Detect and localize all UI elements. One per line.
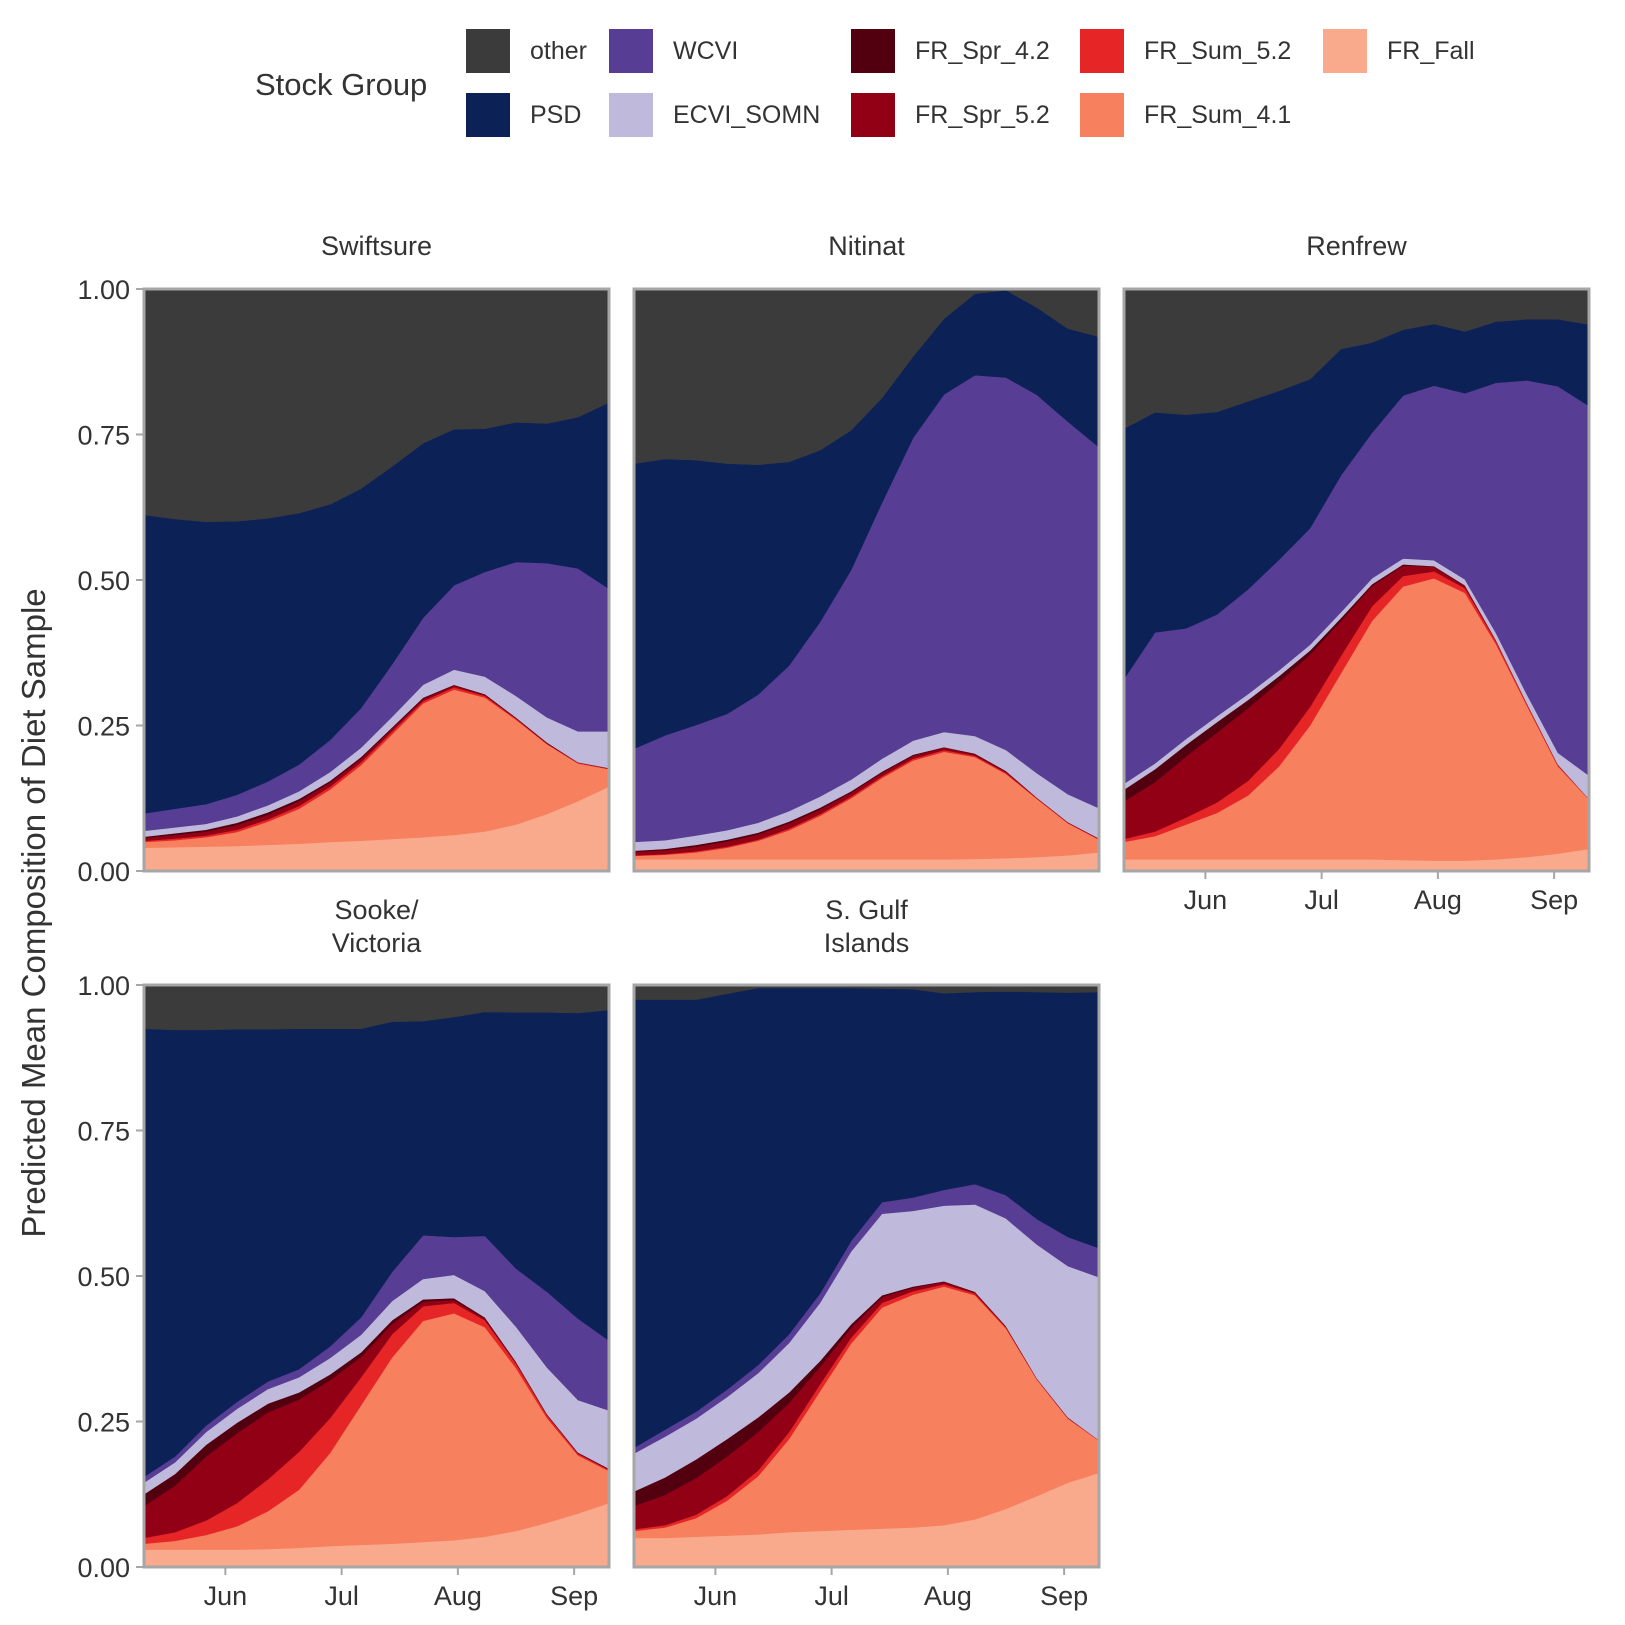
- panel-renfrew: Renfrew Jun Jul Aug Sep: [1122, 231, 1591, 915]
- legend-swatch: [609, 29, 653, 73]
- facet-panels: Swiftsure 0.00 0.25 0.50 0.75 1.00 Nitinat Renf…: [77, 231, 1591, 1611]
- panel-s-gulf-islands: S. Gulf Islands Jun Jul Aug Sep: [632, 895, 1101, 1611]
- y-tick-label: 0.75: [77, 1117, 130, 1147]
- x-tick-label: Aug: [924, 1581, 972, 1611]
- legend-item-fr-sum-5-2: FR_Sum_5.2: [1080, 29, 1291, 73]
- x-tick-label: Jun: [694, 1581, 738, 1611]
- legend-item-ecvi-somn: ECVI_SOMN: [609, 93, 820, 137]
- legend-swatch: [1080, 93, 1124, 137]
- x-tick-label: Sep: [1040, 1581, 1088, 1611]
- legend-swatch: [1323, 29, 1367, 73]
- panel-swiftsure: Swiftsure 0.00 0.25 0.50 0.75 1.00: [77, 231, 611, 887]
- y-axis-title: Predicted Mean Composition of Diet Sampl…: [15, 588, 52, 1237]
- y-tick-label: 0.50: [77, 1262, 130, 1292]
- x-tick-label: Aug: [1414, 885, 1462, 915]
- legend-swatch: [466, 93, 510, 137]
- legend-label: PSD: [530, 101, 581, 129]
- legend-item-fr-sum-4-1: FR_Sum_4.1: [1080, 93, 1291, 137]
- legend-label: FR_Sum_5.2: [1144, 37, 1291, 65]
- panel-sooke-victoria: Sooke/Victoria 0.00 0.25 0.50 0.75 1.00 Jun Jul…: [77, 895, 611, 1611]
- x-axis: Jun Jul Aug Sep: [694, 1567, 1088, 1611]
- areas: [143, 288, 610, 872]
- legend-label: FR_Sum_4.1: [1144, 101, 1291, 129]
- areas: [633, 984, 1100, 1568]
- y-axis: 0.00 0.25 0.50 0.75 1.00: [77, 275, 144, 887]
- legend: Stock Group other PSD WCVI ECVI_SOMN FR_Spr_…: [255, 29, 1475, 137]
- x-tick-label: Jun: [1184, 885, 1228, 915]
- legend-label: ECVI_SOMN: [673, 101, 820, 129]
- y-tick-label: 0.25: [77, 712, 130, 742]
- y-tick-label: 0.50: [77, 566, 130, 596]
- legend-title: Stock Group: [255, 67, 427, 102]
- legend-item-wcvi: WCVI: [609, 29, 738, 73]
- legend-item-fr-fall: FR_Fall: [1323, 29, 1475, 73]
- legend-swatch: [1080, 29, 1124, 73]
- areas: [633, 288, 1100, 872]
- panel-border: [632, 983, 1101, 1569]
- legend-label: FR_Spr_4.2: [915, 37, 1050, 65]
- x-tick-label: Jul: [324, 1581, 359, 1611]
- legend-items: other PSD WCVI ECVI_SOMN FR_Spr_4.2 FR_Spr_5.…: [466, 29, 1475, 137]
- legend-swatch: [466, 29, 510, 73]
- y-tick-label: 0.75: [77, 421, 130, 451]
- areas: [1123, 288, 1590, 872]
- legend-item-fr-spr-4-2: FR_Spr_4.2: [851, 29, 1050, 73]
- legend-label: FR_Spr_5.2: [915, 101, 1050, 129]
- y-tick-label: 1.00: [77, 275, 130, 305]
- y-tick-label: 0.00: [77, 857, 130, 887]
- legend-label: FR_Fall: [1387, 37, 1475, 65]
- y-tick-label: 0.00: [77, 1553, 130, 1583]
- y-tick-label: 1.00: [77, 971, 130, 1001]
- panel-title: Sooke/Victoria: [332, 895, 423, 958]
- areas: [143, 984, 610, 1568]
- legend-swatch: [851, 93, 895, 137]
- panel-title: Swiftsure: [321, 231, 432, 261]
- x-tick-label: Jun: [204, 1581, 248, 1611]
- x-tick-label: Sep: [550, 1581, 598, 1611]
- panel-title: Renfrew: [1306, 231, 1407, 261]
- legend-label: other: [530, 37, 587, 65]
- x-axis: Jun Jul Aug Sep: [204, 1567, 598, 1611]
- panel-nitinat: Nitinat: [632, 231, 1101, 873]
- y-axis: 0.00 0.25 0.50 0.75 1.00: [77, 971, 144, 1583]
- legend-swatch: [609, 93, 653, 137]
- x-axis: Jun Jul Aug Sep: [1184, 871, 1578, 915]
- legend-label: WCVI: [673, 37, 738, 65]
- panel-title: S. Gulf Islands: [824, 895, 910, 958]
- x-tick-label: Jul: [814, 1581, 849, 1611]
- x-tick-label: Sep: [1530, 885, 1578, 915]
- x-tick-label: Aug: [434, 1581, 482, 1611]
- panel-title: Nitinat: [828, 231, 905, 261]
- y-tick-label: 0.25: [77, 1408, 130, 1438]
- legend-swatch: [851, 29, 895, 73]
- legend-item-fr-spr-5-2: FR_Spr_5.2: [851, 93, 1050, 137]
- x-tick-label: Jul: [1304, 885, 1339, 915]
- legend-item-other: other: [466, 29, 587, 73]
- legend-item-psd: PSD: [466, 93, 581, 137]
- panel-border: [632, 287, 1101, 873]
- panel-border: [1122, 287, 1591, 873]
